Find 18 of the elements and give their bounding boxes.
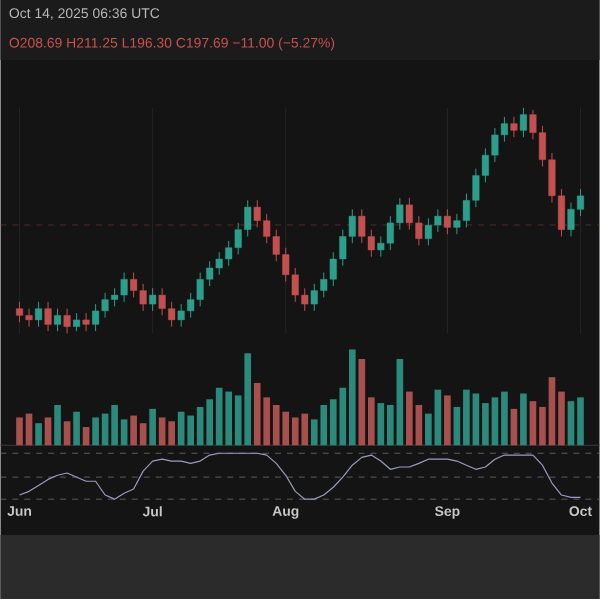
bar xyxy=(63,421,71,446)
candlestick xyxy=(73,313,81,333)
bar xyxy=(44,417,52,446)
bar xyxy=(444,395,451,446)
candlestick xyxy=(443,209,451,236)
candlestick xyxy=(63,308,71,335)
candlestick xyxy=(54,308,62,333)
candlestick xyxy=(519,107,527,139)
candlestick xyxy=(44,301,52,333)
bar xyxy=(54,405,61,446)
candlestick xyxy=(82,313,90,333)
bar xyxy=(149,409,156,446)
candlestick xyxy=(149,288,157,312)
candlestick xyxy=(510,116,518,139)
bar xyxy=(35,423,42,446)
bar xyxy=(520,394,527,446)
bar xyxy=(73,412,80,446)
candlestick xyxy=(35,301,43,328)
